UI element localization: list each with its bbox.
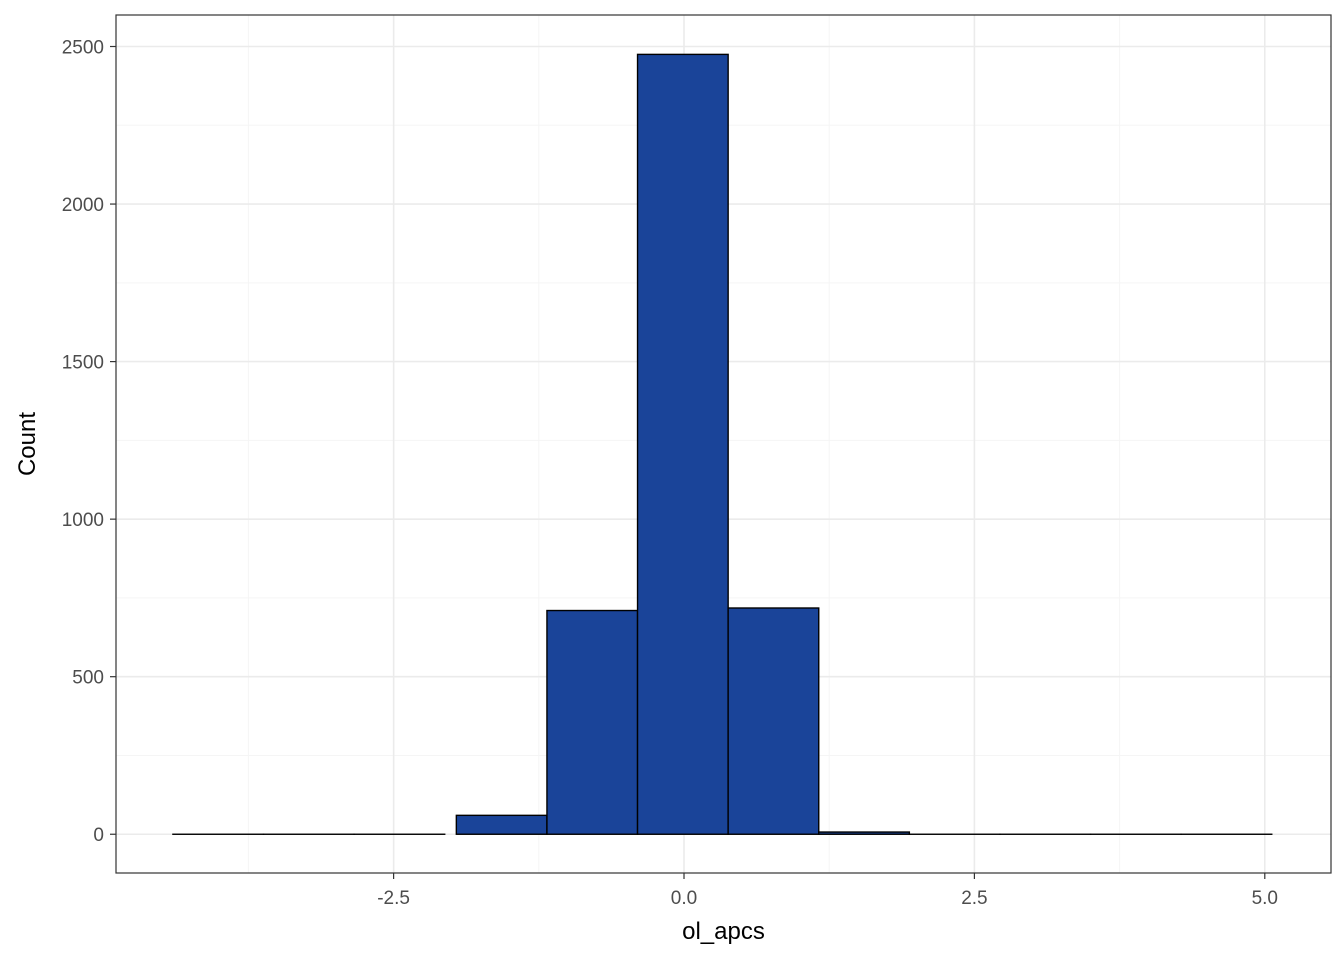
x-tick-label: 5.0 bbox=[1252, 888, 1278, 909]
x-tick-label: 2.5 bbox=[961, 888, 987, 909]
histogram-bar bbox=[636, 53, 729, 835]
histogram-bar bbox=[546, 609, 639, 835]
y-tick-label: 500 bbox=[72, 668, 104, 689]
x-tick-label: -2.5 bbox=[377, 888, 410, 909]
y-tick-label: 1000 bbox=[62, 510, 104, 531]
y-axis-title: Count bbox=[14, 412, 41, 476]
panel-border bbox=[115, 14, 1332, 874]
histogram-bar bbox=[455, 814, 548, 835]
histogram-bar bbox=[818, 831, 911, 835]
y-tick-label: 2000 bbox=[62, 195, 104, 216]
x-tick-label: 0.0 bbox=[671, 888, 697, 909]
axis-ticks: -2.5 0.0 2.5 5.0 0 500 1000 1500 2000 2500 bbox=[62, 38, 1278, 909]
histogram-bar bbox=[727, 607, 820, 835]
x-axis-title: ol_apcs bbox=[682, 918, 765, 945]
histogram-bars bbox=[172, 53, 1273, 835]
y-tick-label: 2500 bbox=[62, 38, 104, 59]
y-tick-label: 1500 bbox=[62, 353, 104, 374]
y-tick-label: 0 bbox=[93, 825, 104, 846]
